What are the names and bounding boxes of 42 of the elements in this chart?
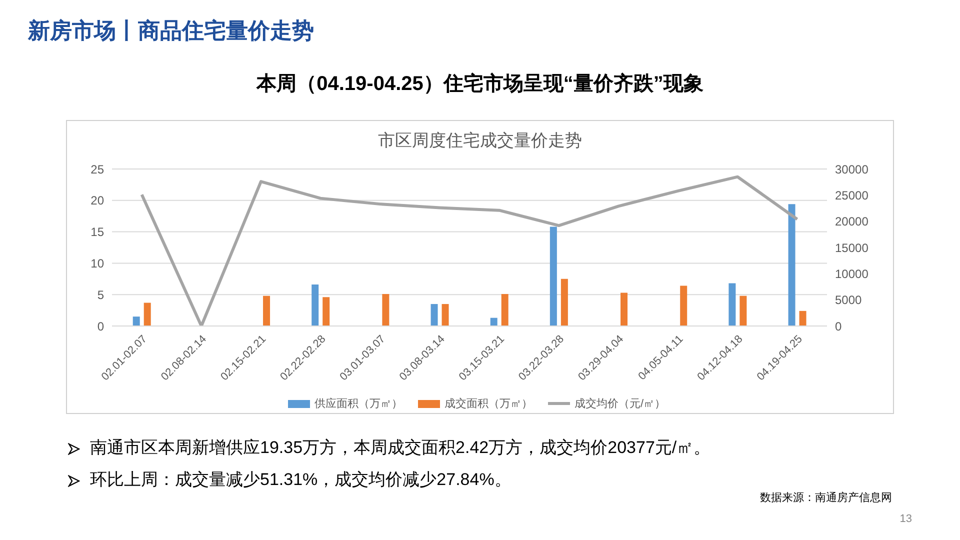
bar [560,278,568,326]
bar [501,294,508,326]
bar [312,284,319,326]
y-tick-label: 25 [90,162,104,176]
y2-tick-label: 15000 [835,240,869,255]
y-tick-label: 0 [97,319,104,334]
legend-label: 供应面积（万㎡） [313,396,402,411]
text: 新房市场丨商品住宅量价走势 [28,17,314,45]
text: 13 [900,513,912,525]
line-series [140,175,799,326]
bar [442,304,449,326]
y-tick-label: 20 [90,194,104,208]
bar [382,294,390,326]
bar [620,292,628,326]
y2-tick-label: 5000 [835,293,862,308]
bar [322,297,330,326]
bar [144,302,151,326]
bar [263,296,270,326]
y-tick-label: 5 [97,288,104,302]
text: 环比上周：成交量减少51.31%，成交均价减少27.84%。 [89,469,512,491]
chart-subtitle: 本周（04.19-04.25）住宅市场呈现“量价齐跌”现象 [255,72,704,97]
bar [799,310,806,326]
bar [728,283,736,326]
y-tick-label: 15 [90,225,104,240]
y2-tick-label: 10000 [835,266,869,281]
source-note: 数据来源：南通房产信息网 [760,490,892,505]
chart-title: 市区周度住宅成交量价走势 [377,130,583,152]
legend-label: 成交均价（元/㎡） [573,396,666,411]
legend-label: 成交面积（万㎡） [443,396,532,411]
text: 南通市区本周新增供应19.35万方，本周成交面积2.42万方，成交均价20377元/㎡。 [89,437,711,459]
y2-tick-label: 30000 [835,162,869,176]
bar [132,316,140,326]
bar [490,318,498,326]
y2-tick-label: 25000 [835,188,869,202]
y2-tick-label: 0 [835,319,842,334]
y-tick-label: 10 [90,256,104,270]
bar [788,204,796,326]
bar [740,296,747,326]
bar [680,286,688,326]
bar [550,226,557,326]
y2-tick-label: 20000 [835,214,869,229]
bar [430,304,438,326]
